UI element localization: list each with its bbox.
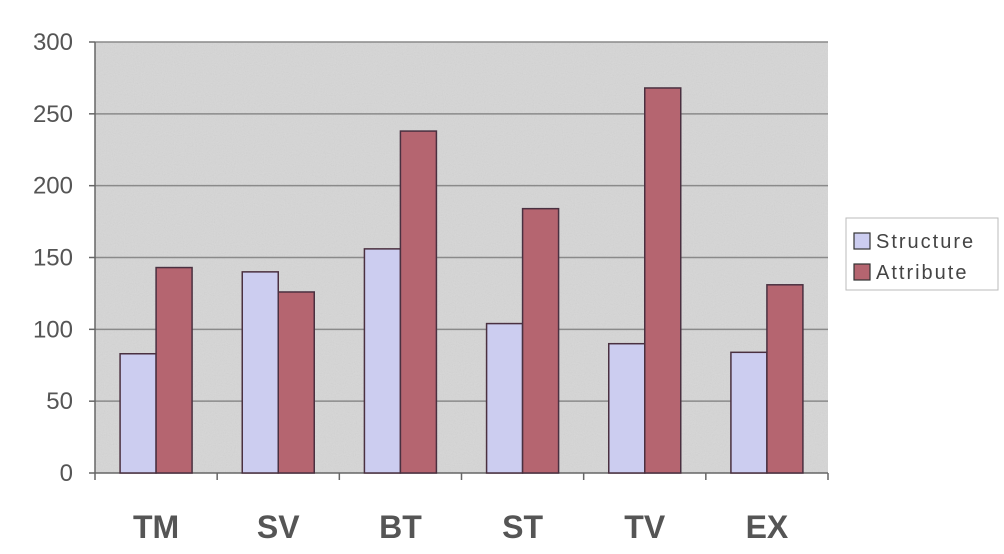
x-category-label-tm: TM [133, 509, 179, 545]
legend-label-attribute: Attribute [876, 262, 968, 284]
x-category-label-tv: TV [624, 509, 666, 545]
bar-attribute-ex [766, 284, 804, 474]
y-tick-label-50: 50 [46, 388, 73, 415]
y-tick-label-100: 100 [33, 316, 73, 343]
bar-structure-bt [363, 248, 402, 474]
y-tick-label-150: 150 [33, 245, 73, 272]
axes [89, 41, 829, 480]
x-category-label-st: ST [502, 509, 543, 545]
legend-box [845, 217, 999, 291]
bar-structure-tm [119, 353, 157, 474]
x-category-labels: TM SV BT ST TV EX [133, 509, 789, 545]
gridlines [95, 41, 828, 402]
y-tick-labels: 0 50 100 150 200 250 300 [33, 29, 73, 487]
bar-structure-st [485, 322, 524, 474]
bar-attribute-bt [399, 130, 438, 474]
y-tick-label-0: 0 [60, 460, 73, 487]
legend-swatch-attribute [853, 263, 871, 281]
bar-attribute-sv [277, 291, 315, 474]
bar-attribute-tm [155, 266, 193, 474]
legend: Structure Attribute [845, 217, 999, 291]
bar-structure-sv [241, 271, 279, 474]
y-tick-label-200: 200 [33, 173, 73, 200]
x-category-label-ex: EX [746, 509, 789, 545]
bar-attribute-tv [644, 87, 682, 474]
bar-attribute-st [521, 207, 560, 474]
legend-label-structure: Structure [876, 231, 975, 253]
bars [119, 87, 804, 474]
x-category-label-bt: BT [379, 509, 422, 545]
bar-structure-ex [730, 351, 768, 474]
y-tick-label-250: 250 [33, 101, 73, 128]
y-tick-label-300: 300 [33, 29, 73, 56]
x-category-label-sv: SV [257, 509, 300, 545]
legend-swatch-structure [853, 232, 871, 250]
bar-structure-tv [608, 342, 646, 474]
